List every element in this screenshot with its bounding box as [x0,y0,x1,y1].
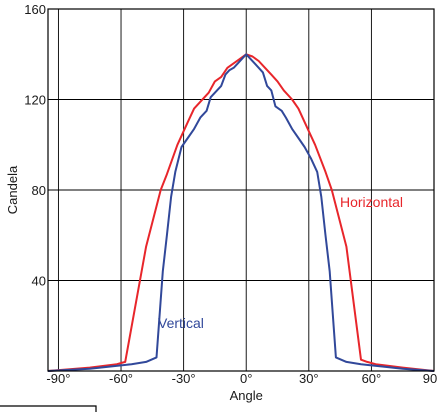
series-label-horizontal: Horizontal [340,194,403,210]
plot-frame [47,8,435,372]
y-tick-label: 80 [32,183,46,198]
series-label-vertical: Vertical [158,315,204,331]
x-tick-label: 90 [423,371,437,386]
x-axis-title: Angle [230,388,263,403]
partial-box-edge [0,405,97,412]
y-axis-title: Candela [5,165,20,214]
x-tick-label: -60° [109,371,133,386]
y-tick-label: 120 [24,93,46,108]
y-tick-label: 40 [32,274,46,289]
y-tick-label: 160 [24,2,46,17]
x-tick-label: -30° [172,371,196,386]
x-tick-label: 30° [299,371,319,386]
grid [48,9,434,371]
tick-labels: -90° -60° -30° 0° 30° 60° 90 40 80 120 160 [24,2,437,386]
series-line-vertical [47,53,435,372]
series-lines [47,53,435,372]
x-tick-label: 0° [240,371,252,386]
series-line-horizontal [47,53,435,372]
x-tick-label: -90° [46,371,70,386]
x-tick-label: 60° [362,371,382,386]
